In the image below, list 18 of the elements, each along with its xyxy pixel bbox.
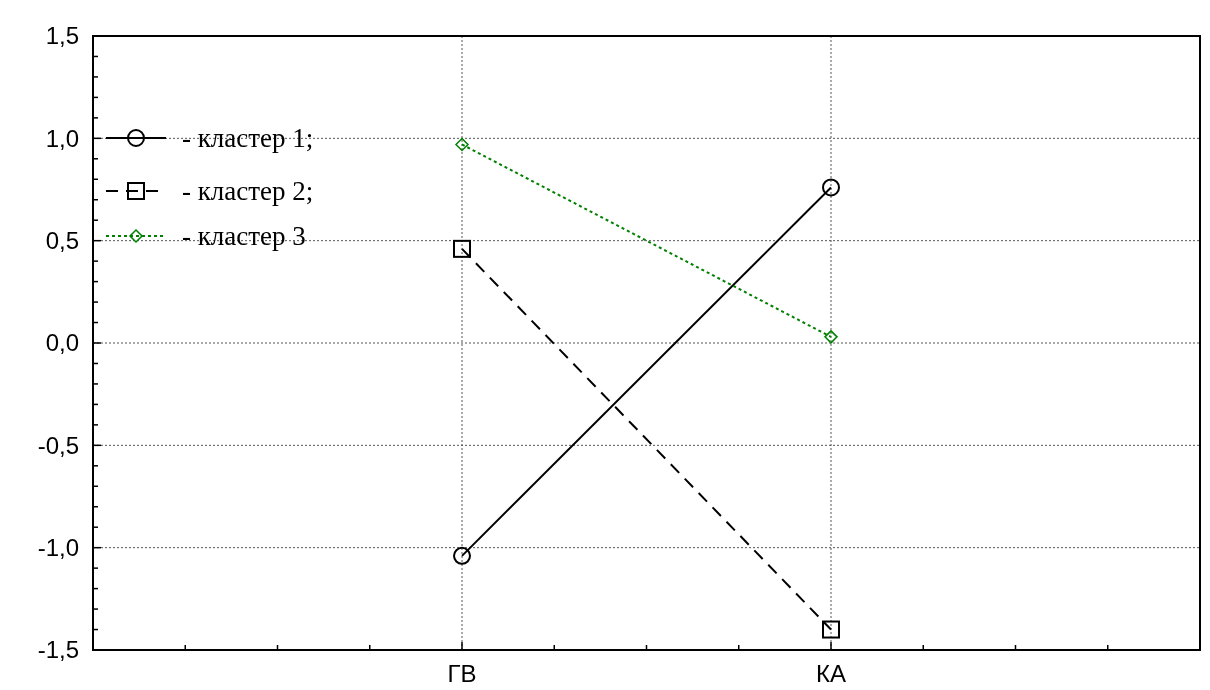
y-tick-label: 0,0 [45,329,79,357]
y-tick-label: -1,0 [37,534,79,562]
point [453,546,471,565]
legend-label: - кластер 3 [182,221,306,252]
point [822,620,840,639]
x-tick-label: ГВ [447,660,477,687]
point [824,330,838,344]
y-tick-label: 1,0 [45,124,79,152]
legend-label: - кластер 2; [182,176,314,207]
point [822,178,840,197]
legend-label: - кластер 1; [182,123,314,154]
y-tick-label: 1,5 [45,22,79,50]
y-tick-label: -1,5 [37,636,79,664]
y-tick-label: 0,5 [45,227,79,255]
point [455,137,469,152]
x-tick-label: КА [816,660,846,687]
y-tick-label: -0,5 [37,431,79,459]
point [453,239,471,258]
